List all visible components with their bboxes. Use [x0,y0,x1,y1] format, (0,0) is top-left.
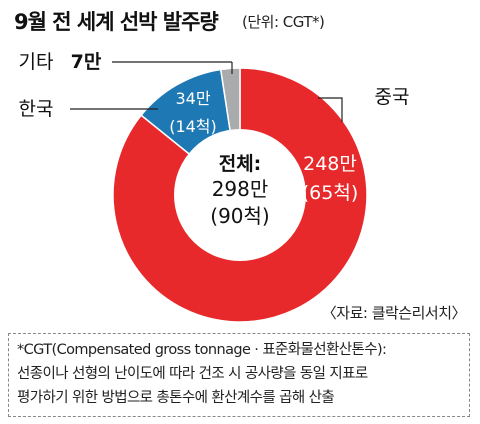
korea-ships-label: (14척) [169,117,217,136]
china-name-label: 중국 [375,86,410,108]
footnote-box: *CGT(Compensated gross tonnage · 표준화물선환산… [8,333,470,417]
center-total-ships: (90척) [210,204,269,228]
china-value-label: 248만 [303,153,357,175]
other-name-label: 기타 [19,51,54,73]
unit-label: (단위: CGT*) [242,13,325,31]
china-leader-line [318,97,343,122]
footnote-line: 선종이나 선형의 난이도에 따라 건조 시 공사량을 동일 지표로 [17,366,368,382]
other-value-label: 7만 [71,51,102,73]
source-label: 〈자료: 클락슨리서치〉 [321,304,467,322]
chart-title: 9월 전 세계 선박 발주량 [14,10,219,34]
korea-name-label: 한국 [19,98,54,120]
slice-0 [112,67,368,323]
center-total-value: 298만 [212,177,269,201]
donut-hole [174,129,306,261]
korea-value-label: 34만 [175,89,210,108]
footnote-line: 평가하기 위한 방법으로 총톤수에 환산계수를 곱해 산출 [17,390,335,406]
china-ships-label: (65척) [302,182,358,204]
center-total-label: 전체: [219,153,262,175]
footnote-line: *CGT(Compensated gross tonnage · 표준화물선환산… [17,342,387,358]
